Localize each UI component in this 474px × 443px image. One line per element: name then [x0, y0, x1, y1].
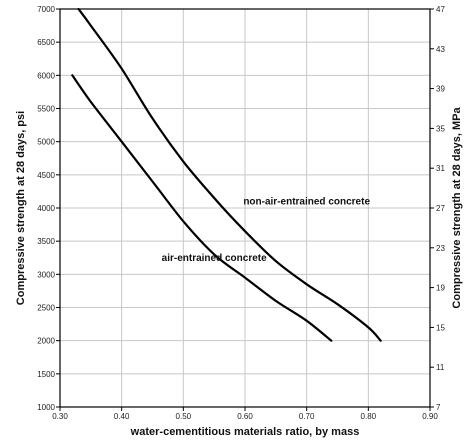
y-tick-label: 2000 — [37, 337, 55, 346]
y2-tick-label: 27 — [436, 204, 445, 213]
x-axis-title: water-cementitious materials ratio, by m… — [130, 426, 360, 438]
y-tick-label: 3000 — [37, 270, 55, 279]
y-tick-label: 7000 — [37, 5, 55, 14]
x-tick-label: 0.60 — [237, 412, 253, 421]
y2-tick-label: 39 — [436, 85, 445, 94]
y2-tick-label: 23 — [436, 244, 445, 253]
y-tick-label: 5000 — [37, 138, 55, 147]
y2-tick-label: 43 — [436, 45, 445, 54]
curve-layer — [71, 7, 382, 342]
y2-tick-label: 31 — [436, 164, 445, 173]
annotation-label-1: air-entrained concrete — [162, 253, 267, 264]
y-tick-label: 4500 — [37, 171, 55, 180]
x-tick-label: 0.80 — [361, 412, 377, 421]
y-axis-title: Compressive strength at 28 days, psi — [15, 111, 27, 305]
annotation-label-0: non-air-entrained concrete — [243, 197, 370, 208]
y2-tick-label: 7 — [436, 403, 441, 412]
y2-tick-label: 19 — [436, 284, 445, 293]
x-tick-label: 0.40 — [114, 412, 130, 421]
x-tick-label: 0.70 — [299, 412, 315, 421]
y-tick-label: 4000 — [37, 204, 55, 213]
series-line-0 — [77, 7, 382, 342]
y-tick-label: 2500 — [37, 304, 55, 313]
y2-tick-label: 15 — [436, 323, 445, 332]
x-tick-label: 0.50 — [176, 412, 192, 421]
y-tick-label: 3500 — [37, 237, 55, 246]
tick-layer: 1000 1500 2000 2500 3000 3500 4000 4500 5000 5500… — [37, 5, 445, 421]
y2-tick-label: 11 — [436, 363, 445, 372]
y-tick-label: 1000 — [37, 403, 55, 412]
y-tick-label: 6500 — [37, 38, 55, 47]
y2-tick-label: 35 — [436, 124, 445, 133]
y2-axis-title: Compressive strength at 28 days, MPa — [451, 107, 463, 309]
grid-layer — [59, 8, 431, 408]
y-tick-label: 1500 — [37, 370, 55, 379]
x-tick-label: 0.90 — [422, 412, 438, 421]
annot-layer: non-air-entrained concrete air-entrained … — [162, 197, 371, 264]
y-tick-label: 5500 — [37, 105, 55, 114]
series-line-1 — [71, 74, 333, 342]
y-tick-label: 6000 — [37, 71, 55, 80]
x-tick-label: 0.30 — [52, 412, 68, 421]
y2-tick-label: 47 — [436, 5, 445, 14]
